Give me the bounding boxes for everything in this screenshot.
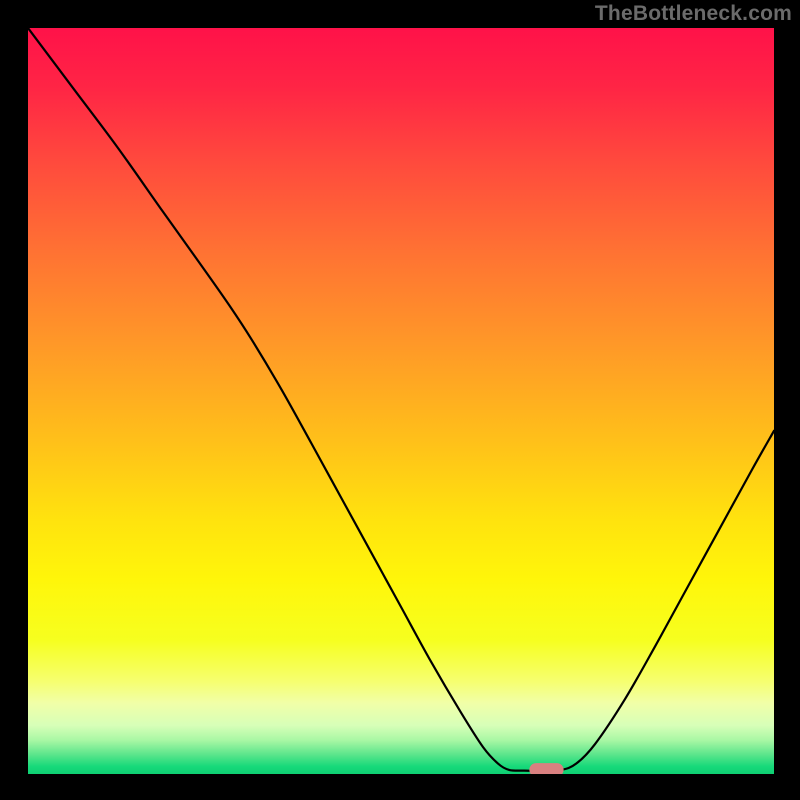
chart-background (28, 28, 774, 774)
optimum-marker (529, 763, 563, 774)
plot-area (28, 28, 774, 774)
chart-frame: TheBottleneck.com (0, 0, 800, 800)
chart-svg (28, 28, 774, 774)
watermark-text: TheBottleneck.com (595, 2, 792, 26)
